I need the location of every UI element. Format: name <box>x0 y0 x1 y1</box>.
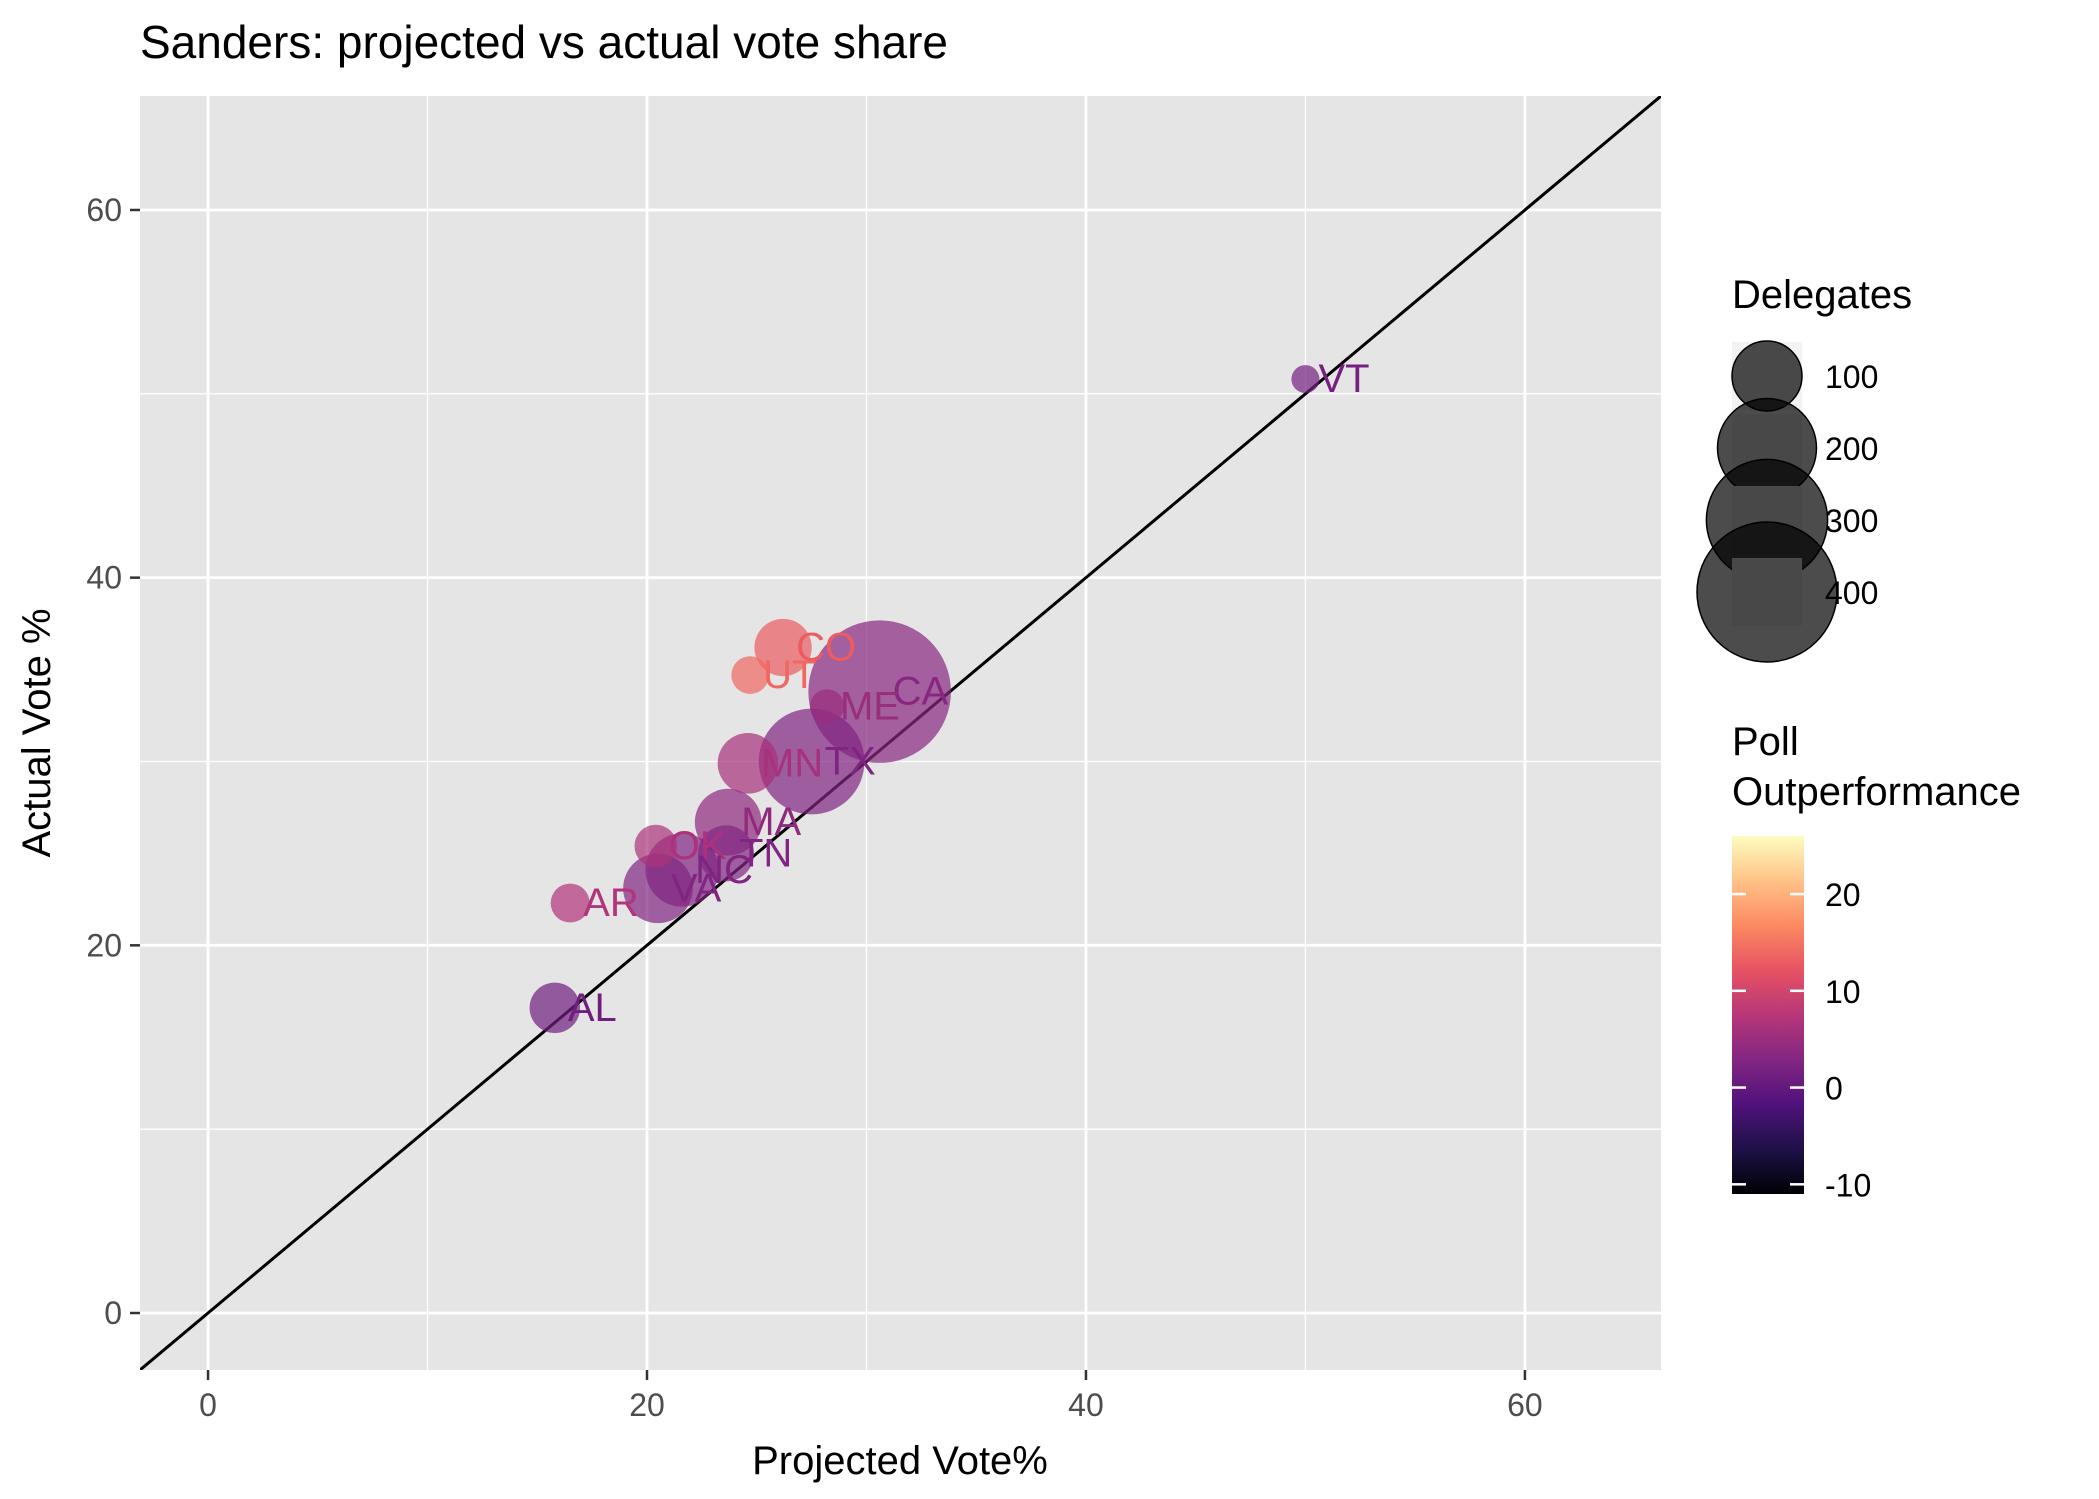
size-legend-label: 100 <box>1825 359 1878 395</box>
label-al: AL <box>568 986 617 1030</box>
point-ut <box>731 656 770 694</box>
color-legend-title-line1: Poll <box>1732 720 1799 764</box>
point-tn <box>698 825 755 882</box>
label-ar: AR <box>583 881 639 925</box>
color-legend-title-line2: Outperformance <box>1732 770 2021 814</box>
chart-title: Sanders: projected vs actual vote share <box>140 16 948 68</box>
label-co: CO <box>796 626 856 670</box>
point-al <box>529 982 581 1034</box>
size-legend-label: 300 <box>1825 503 1878 539</box>
size-legend-title: Delegates <box>1732 273 1912 317</box>
label-ut: UT <box>763 653 816 697</box>
label-va: VA <box>671 866 722 910</box>
y-tick-label: 0 <box>104 1295 122 1331</box>
y-tick-label: 20 <box>86 927 122 963</box>
label-nc: NC <box>695 848 753 892</box>
label-ok: OK <box>669 824 727 868</box>
major-gridlines <box>140 96 1661 1370</box>
color-legend-label: 20 <box>1825 877 1861 913</box>
x-tick-label: 60 <box>1507 1387 1543 1423</box>
point-vt <box>1291 365 1320 394</box>
y-axis-title: Actual Vote % <box>15 608 59 857</box>
size-legend: Delegates 100 200 300 400 <box>1696 273 1912 663</box>
color-bar <box>1732 836 1804 1194</box>
y-tick-label: 40 <box>86 560 122 596</box>
label-mn: MN <box>761 741 823 785</box>
point-va <box>623 853 693 924</box>
label-ma: MA <box>741 800 801 844</box>
y-axis: 0 20 40 60 <box>86 192 140 1331</box>
point-ar <box>550 883 590 923</box>
data-points <box>529 365 1320 1034</box>
point-ok <box>634 824 678 868</box>
color-legend-label: 0 <box>1825 1071 1843 1107</box>
color-legend: Poll Outperformance -10 0 10 20 <box>1732 720 2021 1203</box>
label-tn: TN <box>739 831 792 875</box>
label-me: ME <box>840 684 900 728</box>
x-tick-label: 40 <box>1068 1387 1104 1423</box>
x-tick-label: 20 <box>629 1387 665 1423</box>
point-me <box>809 689 845 724</box>
size-legend-label: 200 <box>1825 431 1878 467</box>
point-mn <box>717 733 779 794</box>
color-legend-label: 10 <box>1825 974 1861 1010</box>
point-co <box>754 618 812 677</box>
x-axis-title: Projected Vote% <box>752 1439 1048 1483</box>
size-legend-label: 400 <box>1825 575 1878 611</box>
size-legend-circle <box>1696 521 1838 663</box>
x-axis: 0 20 40 60 <box>199 1370 1543 1423</box>
y-tick-label: 60 <box>86 192 122 228</box>
color-legend-label: -10 <box>1825 1167 1871 1203</box>
x-tick-label: 0 <box>199 1387 217 1423</box>
label-tx: TX <box>825 739 876 783</box>
point-tx <box>758 708 865 815</box>
label-vt: VT <box>1318 357 1369 401</box>
label-ca: CA <box>893 670 949 714</box>
